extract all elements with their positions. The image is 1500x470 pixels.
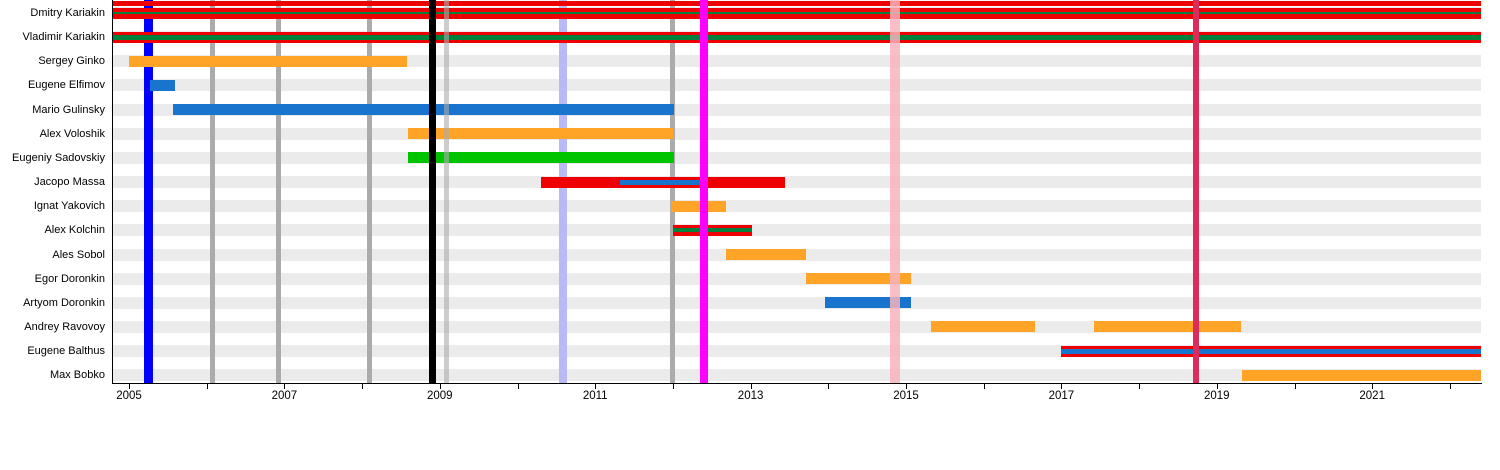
x-axis-tick xyxy=(983,384,985,389)
event-line-eurovision-selection-2012 xyxy=(670,0,676,383)
member-bar-bass xyxy=(620,179,701,185)
member-label: Max Bobko xyxy=(49,369,105,382)
x-axis-year-label: 2011 xyxy=(582,390,608,402)
member-bar-drums xyxy=(671,200,726,212)
x-axis-tick xyxy=(129,384,130,389)
x-axis-year-label: 2019 xyxy=(1204,390,1230,402)
member-label: Alex Kolchin xyxy=(44,224,105,237)
member-track xyxy=(112,369,1481,382)
event-line-second-album xyxy=(1192,0,1199,383)
x-axis-tick xyxy=(517,384,519,389)
member-track xyxy=(112,151,1481,164)
x-axis-year-label: 2017 xyxy=(1048,390,1075,402)
member-track xyxy=(112,224,1481,237)
member-label: Alex Voloshik xyxy=(39,127,105,140)
member-label: Ales Sobol xyxy=(52,248,105,261)
member-bar-vocals xyxy=(112,31,1481,43)
x-axis-year-label: 2013 xyxy=(737,390,764,402)
x-axis-year-label: 2009 xyxy=(427,390,453,402)
member-bar-drums xyxy=(805,273,911,285)
x-axis-year-label: 2005 xyxy=(116,390,142,402)
x-axis-year-label: 2007 xyxy=(271,390,298,402)
member-bar-vocals xyxy=(672,224,753,236)
x-axis-tick xyxy=(1216,384,1218,389)
member-bar-vocals xyxy=(112,7,1481,19)
member-bar-bass xyxy=(173,104,674,116)
role-stripe-guitar xyxy=(112,12,1481,14)
member-label: Jacopo Massa xyxy=(34,176,105,189)
member-labels: Dmitry Kariakin Vladimir Kariakin Sergey G… xyxy=(0,0,107,383)
member-track xyxy=(112,296,1481,309)
x-axis-year-label: 2015 xyxy=(893,390,919,402)
role-stripe-bass xyxy=(1061,348,1481,354)
member-track xyxy=(112,200,1481,213)
y-axis-line xyxy=(112,0,113,384)
x-axis-tick xyxy=(1061,384,1063,389)
x-axis-tick xyxy=(906,384,907,389)
x-axis-tick xyxy=(595,384,597,389)
member-bar-drums xyxy=(725,249,806,260)
x-axis-tick xyxy=(439,384,441,389)
plot-area xyxy=(112,0,1481,383)
member-label: Eugene Elfimov xyxy=(27,79,105,92)
member-bar-drums xyxy=(129,55,408,67)
member-track xyxy=(112,55,1481,68)
member-label: Vladimir Kariakin xyxy=(22,31,105,44)
event-line-eurovision xyxy=(699,0,708,383)
member-track xyxy=(112,127,1481,140)
x-axis-tick xyxy=(750,384,752,389)
legend: VocalsGuitarKeyboardsBassDrumsFirst live… xyxy=(0,414,1500,470)
x-axis-line xyxy=(112,383,1482,384)
x-axis-tick xyxy=(284,384,286,389)
x-axis-tick xyxy=(1139,384,1141,389)
member-label: Ignat Yakovich xyxy=(33,200,105,213)
member-bar-drums xyxy=(1094,321,1241,333)
role-stripe-guitar xyxy=(112,34,1481,40)
member-bar-vocals xyxy=(1061,345,1481,357)
x-axis-tick xyxy=(1372,384,1374,389)
member-label: Eugene Balthus xyxy=(27,345,105,358)
event-line-first-album xyxy=(428,0,436,383)
partial-top-row-bar xyxy=(112,1,1481,6)
member-label: Dmitry Kariakin xyxy=(30,7,105,19)
event-line-hochu-k-meladze xyxy=(890,0,901,383)
member-label: Andrey Ravovoy xyxy=(24,320,105,333)
member-track xyxy=(112,272,1481,285)
member-bar-drums xyxy=(1241,369,1481,381)
member-label: Egor Doronkin xyxy=(34,272,105,285)
role-stripe-guitar xyxy=(672,228,753,233)
event-line-eurovision-selection-2009 xyxy=(443,0,449,383)
x-axis-tick xyxy=(1449,384,1451,389)
event-line-new-wave xyxy=(558,0,567,383)
member-track xyxy=(112,176,1481,189)
member-bar-keyboards xyxy=(407,152,675,164)
member-label: Artyom Doronkin xyxy=(23,296,105,309)
x-axis-tick xyxy=(828,384,830,389)
member-label: Sergey Ginko xyxy=(38,55,105,68)
x-axis-tick xyxy=(362,384,364,389)
x-axis-tick xyxy=(672,384,674,389)
member-bar-bass xyxy=(825,297,911,309)
member-bar-drums xyxy=(407,128,673,140)
member-bar-drums xyxy=(930,321,1035,333)
member-label: Mario Gulinsky xyxy=(32,103,105,116)
member-bar-bass xyxy=(149,79,175,91)
member-track xyxy=(112,320,1481,333)
x-axis-year-label: 2021 xyxy=(1359,390,1385,402)
event-line-eurovision-selection-2007 xyxy=(275,0,281,383)
event-line-eurovision-selection-2008 xyxy=(366,0,372,383)
x-axis-tick xyxy=(206,384,208,389)
member-label: Eugeniy Sadovskiy xyxy=(12,151,105,164)
x-axis-tick xyxy=(1294,384,1296,389)
event-line-eurovision-selection-2006 xyxy=(209,0,215,383)
member-track xyxy=(112,79,1481,92)
event-line-first-live-show xyxy=(143,0,153,383)
